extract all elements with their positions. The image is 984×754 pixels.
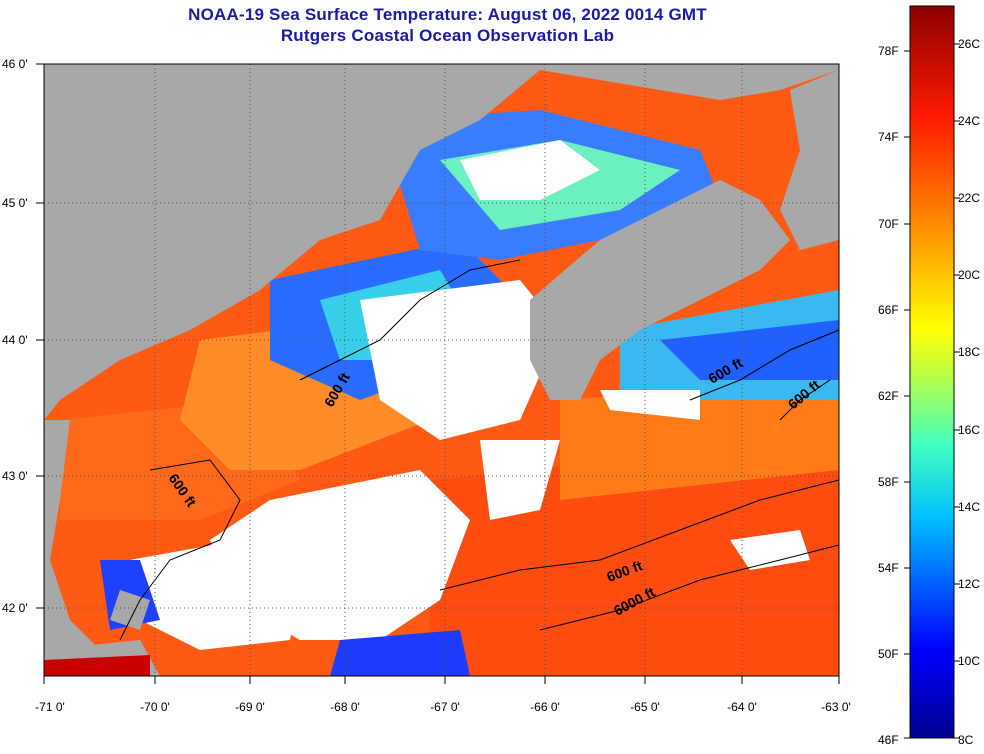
lon-label-70: -70 0' — [140, 700, 170, 714]
contour-line-600ft-east — [779, 379, 831, 421]
land-nova-scotia — [530, 180, 790, 400]
contour-line-600ft-shelf — [439, 479, 839, 591]
axis-ticks — [36, 63, 840, 684]
cb-f-78: 78F — [878, 44, 899, 58]
contour-line-600ft-west — [119, 459, 241, 641]
cb-c-26: 26C — [958, 37, 980, 51]
contour-line-600ft-scotian — [689, 329, 839, 401]
land-pei-area — [780, 70, 839, 250]
cb-c-14: 14C — [958, 500, 980, 514]
map-subtitle: Rutgers Coastal Ocean Observation Lab — [280, 26, 615, 45]
lat-label-42: 42 0' — [2, 601, 28, 615]
cloud-cape-cod — [130, 540, 300, 650]
cloud-bay — [460, 140, 600, 200]
cool-water-south — [330, 630, 470, 676]
cb-f-70: 70F — [878, 217, 899, 231]
cb-f-62: 62F — [878, 389, 899, 403]
scotian-shelf-blue — [660, 320, 839, 380]
warm-coastal-strip — [44, 655, 150, 676]
cb-c-20: 20C — [958, 268, 980, 282]
cb-c-10: 10C — [958, 654, 980, 668]
lon-label-67: -67 0' — [430, 700, 460, 714]
cb-c-12: 12C — [958, 577, 980, 591]
lon-label-69: -69 0' — [235, 700, 265, 714]
lat-label-45: 45 0' — [2, 196, 28, 210]
map-area — [44, 64, 839, 676]
lon-label-65: -65 0' — [630, 700, 660, 714]
land-maine-nb — [44, 64, 839, 420]
colorbar-ticks-c — [954, 43, 960, 739]
lon-label-71: -71 0' — [35, 700, 65, 714]
cb-c-22: 22C — [958, 191, 980, 205]
cb-f-66: 66F — [878, 303, 899, 317]
lon-label-63: -63 0' — [821, 700, 851, 714]
lon-label-68: -68 0' — [330, 700, 360, 714]
graticule — [44, 64, 839, 676]
lon-label-66: -66 0' — [530, 700, 560, 714]
cloud-mid-gulf — [360, 280, 560, 440]
cb-c-8: 8C — [958, 733, 974, 747]
lon-label-64: -64 0' — [727, 700, 757, 714]
cloud-east — [730, 530, 810, 570]
cb-f-54: 54F — [878, 561, 899, 575]
contour-line-6000ft — [539, 544, 839, 631]
cb-c-18: 18C — [958, 345, 980, 359]
colorbar-ticks-f — [904, 50, 910, 739]
map-title: NOAA-19 Sea Surface Temperature: August … — [188, 5, 707, 24]
contour-line-600ft-north — [299, 259, 521, 381]
cb-f-50: 50F — [878, 647, 899, 661]
lat-label-44: 44 0' — [2, 333, 28, 347]
land-massachusetts — [44, 420, 100, 676]
lat-label-46: 46 0' — [2, 57, 28, 71]
cb-c-16: 16C — [958, 423, 980, 437]
cb-f-74: 74F — [878, 130, 899, 144]
map-frame — [43, 63, 840, 677]
cloud-nova-scotia — [600, 390, 700, 420]
cb-c-24: 24C — [958, 114, 980, 128]
lat-label-43: 43 0' — [2, 469, 28, 483]
cb-f-58: 58F — [878, 475, 899, 489]
cloud-georges — [480, 440, 560, 520]
cb-f-46: 46F — [878, 733, 899, 747]
colorbar — [909, 5, 955, 739]
